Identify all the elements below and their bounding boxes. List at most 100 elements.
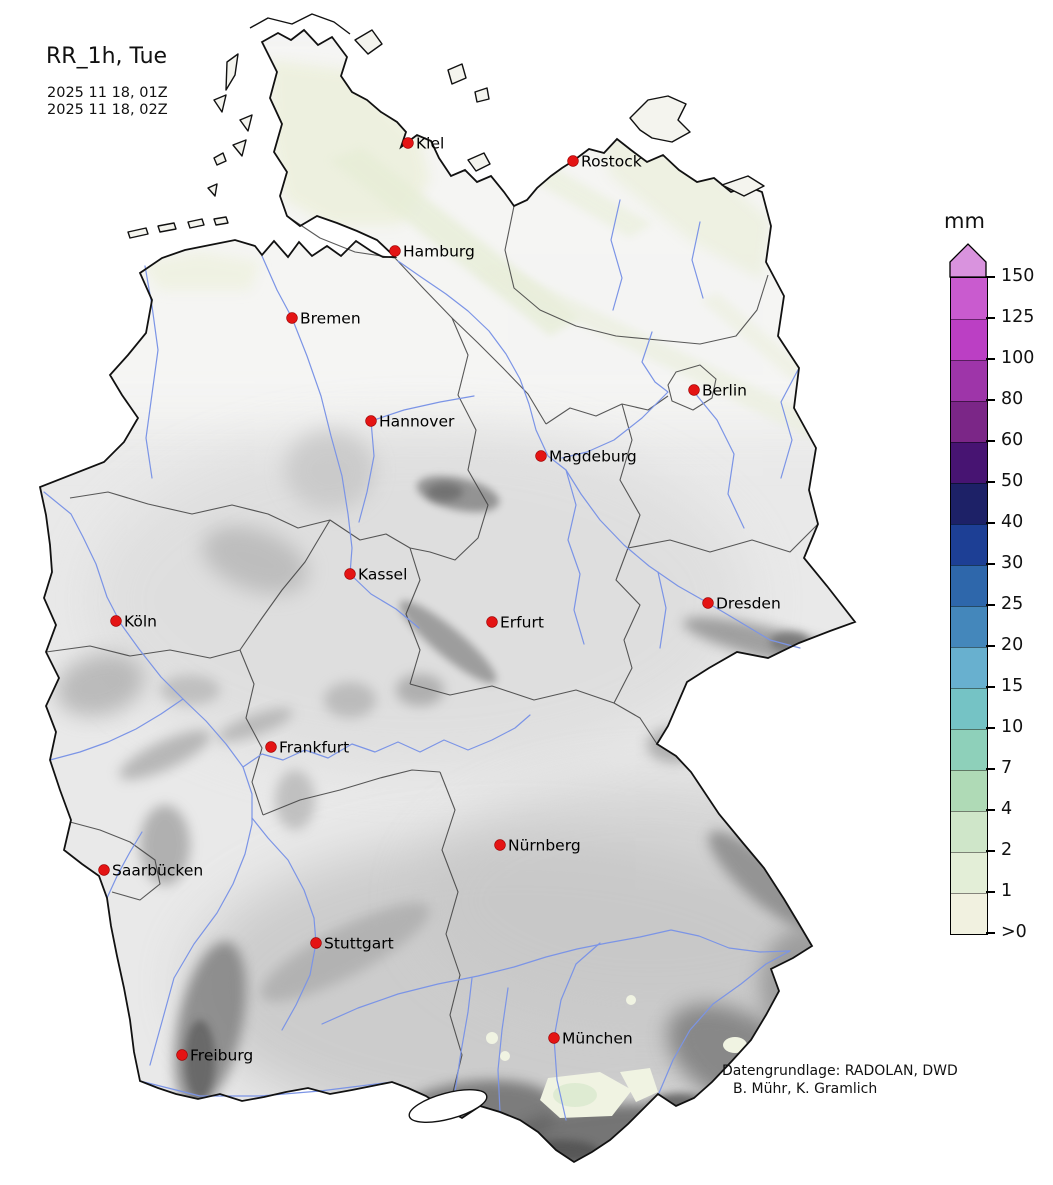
- run-timestamp-start: 2025 11 18, 01Z: [47, 85, 168, 101]
- legend-tick-mark: [986, 932, 995, 934]
- city-label-bremen: Bremen: [300, 310, 361, 328]
- legend-tick-label-125: 125: [1001, 307, 1035, 327]
- river-inn: [658, 950, 791, 1094]
- legend-tick-label-10: 10: [1001, 717, 1024, 737]
- river-mulde: [657, 571, 667, 649]
- city-label-rostock: Rostock: [581, 153, 642, 171]
- run-timestamp-end: 2025 11 18, 02Z: [47, 102, 168, 118]
- legend-tick-mark: [986, 809, 995, 811]
- city-marker-rostock: [567, 155, 579, 167]
- city-label-dresden: Dresden: [716, 595, 781, 613]
- legend-tick-label-100: 100: [1001, 348, 1035, 368]
- map-title: RR_1h, Tue: [46, 44, 168, 69]
- river-lech: [497, 987, 509, 1113]
- city-label-berlin: Berlin: [702, 382, 747, 400]
- legend-tick-label-40: 40: [1001, 512, 1024, 532]
- legend-tick-label-4: 4: [1001, 799, 1013, 819]
- river-iller: [454, 977, 473, 1093]
- legend-unit-label: mm: [944, 209, 985, 233]
- city-label-stuttgart: Stuttgart: [324, 935, 394, 953]
- legend-tick-mark: [986, 399, 995, 401]
- river-hochrhein: [139, 1080, 393, 1097]
- legend-band-20: [951, 647, 987, 688]
- river-isar: [553, 942, 601, 1121]
- city-label-hannover: Hannover: [379, 413, 455, 431]
- legend-tick-label-60: 60: [1001, 430, 1024, 450]
- legend-tick-label-7: 7: [1001, 758, 1013, 778]
- legend-band-15: [951, 688, 987, 729]
- state-borders-layer: [45, 205, 819, 1093]
- legend-tick-mark: [986, 317, 995, 319]
- river-neckar: [251, 817, 317, 1031]
- city-marker-bremen: [286, 312, 298, 324]
- legend-band-4: [951, 811, 987, 852]
- city-marker-kassel: [344, 568, 356, 580]
- city-marker-dresden: [702, 597, 714, 609]
- legend-tick-label-30: 30: [1001, 553, 1024, 573]
- legend-tick-mark: [986, 686, 995, 688]
- legend-tick-label-25: 25: [1001, 594, 1024, 614]
- legend-band-60: [951, 442, 987, 483]
- city-marker-nürnberg: [494, 839, 506, 851]
- river-saale: [565, 469, 585, 645]
- legend-band-30: [951, 565, 987, 606]
- river-werra: [349, 573, 420, 629]
- legend-band-50: [951, 483, 987, 524]
- legend-band-125: [951, 319, 987, 360]
- city-marker-kiel: [402, 137, 414, 149]
- city-marker-freiburg: [176, 1049, 188, 1061]
- legend-band-40: [951, 524, 987, 565]
- river-saar: [106, 831, 143, 899]
- legend-tick-label-2: 2: [1001, 840, 1013, 860]
- city-marker-frankfurt: [265, 741, 277, 753]
- legend-tick-label-20: 20: [1001, 635, 1024, 655]
- legend-tick-mark: [986, 440, 995, 442]
- legend-tick-label-15: 15: [1001, 676, 1024, 696]
- river-danube: [321, 929, 791, 1025]
- city-marker-saarbücken: [98, 864, 110, 876]
- city-label-erfurt: Erfurt: [500, 614, 544, 632]
- legend-band-150: [951, 278, 987, 319]
- river-main: [242, 714, 531, 768]
- cities-layer: Kiel Rostock Hamburg Bremen Berlin Hannover Ma…: [98, 135, 781, 1065]
- legend-tick-mark: [986, 358, 995, 360]
- river-spree: [693, 391, 745, 529]
- legend-tick-mark: [986, 604, 995, 606]
- city-label-freiburg: Freiburg: [190, 1047, 253, 1065]
- city-marker-berlin: [688, 384, 700, 396]
- river-rhine: [43, 491, 253, 1066]
- river-aller: [370, 395, 475, 422]
- legend-band-80: [951, 401, 987, 442]
- city-label-kiel: Kiel: [416, 135, 444, 153]
- legend-band-2: [951, 852, 987, 893]
- legend-band-25: [951, 606, 987, 647]
- author-attribution: B. Mühr, K. Gramlich: [733, 1081, 878, 1097]
- legend-band-7: [951, 770, 987, 811]
- legend-tick-mark: [986, 563, 995, 565]
- legend-tick-label-80: 80: [1001, 389, 1024, 409]
- legend-tick-mark: [986, 891, 995, 893]
- river-weser: [261, 255, 353, 575]
- legend-overflow-arrow: [949, 243, 987, 278]
- city-marker-hannover: [365, 415, 377, 427]
- legend-colorbar: [950, 277, 988, 935]
- city-label-köln: Köln: [124, 613, 157, 631]
- city-label-frankfurt: Frankfurt: [279, 739, 349, 757]
- river-havel: [561, 331, 669, 459]
- city-marker-stuttgart: [310, 937, 322, 949]
- city-label-hamburg: Hamburg: [403, 243, 475, 261]
- legend-band-10: [951, 729, 987, 770]
- lake-constance: [408, 1089, 488, 1123]
- legend-tick-mark: [986, 276, 995, 278]
- legend-tick-mark: [986, 768, 995, 770]
- legend-tick-label-1: 1: [1001, 881, 1013, 901]
- data-source-attribution: Datengrundlage: RADOLAN, DWD: [722, 1063, 958, 1079]
- city-label-nürnberg: Nürnberg: [508, 837, 581, 855]
- river-leine: [358, 420, 375, 523]
- legend-band-1: [951, 893, 987, 934]
- city-marker-münchen: [548, 1032, 560, 1044]
- city-marker-hamburg: [389, 245, 401, 257]
